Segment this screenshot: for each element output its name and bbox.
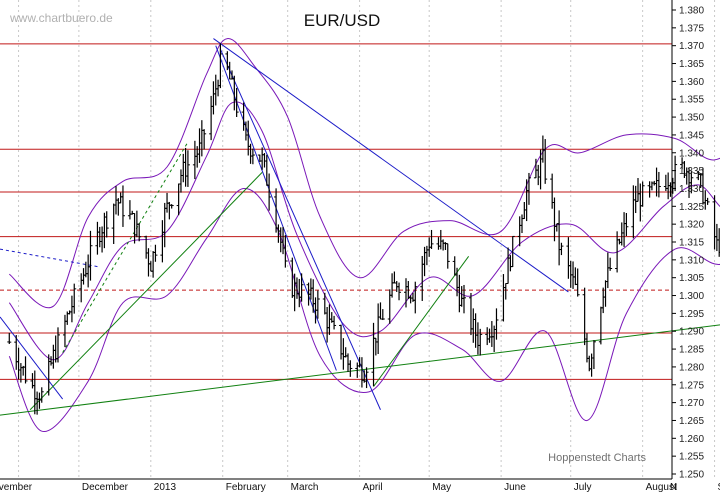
x-tick-label: December [82,482,129,492]
y-tick-label: 1.355 [679,95,704,106]
y-tick-label: 1.310 [679,255,704,266]
y-tick-label: 1.365 [679,59,704,70]
y-tick-label: 1.285 [679,345,704,356]
x-tick-label: May [432,482,451,492]
y-tick-label: 1.375 [679,23,704,34]
y-tick-label: 1.320 [679,220,704,231]
y-tick-label: 1.330 [679,184,704,195]
y-tick-label: 1.300 [679,291,704,302]
y-tick-label: 1.340 [679,148,704,159]
x-tick-label: July [574,482,592,492]
y-tick-label: 1.270 [679,398,704,409]
y-tick-label: 1.325 [679,202,704,213]
source-label: www.chartbuero.de [9,11,113,25]
y-tick-label: 1.265 [679,416,704,427]
y-tick-label: 1.380 [679,6,704,17]
y-tick-label: 1.255 [679,452,704,463]
y-tick-label: 1.295 [679,309,704,320]
credit-label: Hoppenstedt Charts [548,452,646,464]
x-tick-label: 2013 [154,482,177,492]
x-tick-label: March [291,482,319,492]
y-tick-label: 1.335 [679,166,704,177]
x-tick-label: February [226,482,266,492]
y-tick-label: 1.345 [679,130,704,141]
y-tick-label: 1.260 [679,434,704,445]
y-tick-label: 1.280 [679,362,704,373]
x-tick-label: June [504,482,526,492]
x-tick-label: N [670,482,677,492]
x-tick-label: November [0,482,33,492]
y-tick-label: 1.350 [679,113,704,124]
x-tick-label: April [363,482,383,492]
y-tick-label: 1.275 [679,380,704,391]
chart-title: EUR/USD [304,11,381,30]
y-tick-label: 1.315 [679,238,704,249]
y-tick-label: 1.370 [679,41,704,52]
y-tick-label: 1.290 [679,327,704,338]
y-tick-label: 1.360 [679,77,704,88]
y-tick-label: 1.250 [679,470,704,481]
y-tick-label: 1.305 [679,273,704,284]
